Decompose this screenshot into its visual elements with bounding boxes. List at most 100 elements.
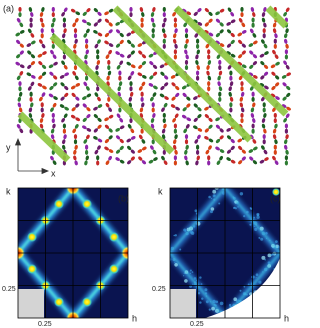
spin — [15, 30, 25, 37]
speck — [174, 261, 176, 263]
spin-lobe — [93, 136, 98, 140]
spin-lobe — [108, 49, 112, 55]
spin-lobe — [238, 145, 243, 151]
spin — [282, 92, 291, 101]
spin-lobe — [196, 65, 200, 70]
spin-lobe — [171, 96, 176, 101]
spin — [138, 61, 146, 69]
spin — [17, 102, 23, 113]
spin-lobe — [263, 43, 268, 49]
spin — [62, 134, 67, 145]
spin-lobe — [162, 38, 166, 44]
speck — [212, 189, 217, 194]
peak — [27, 264, 37, 274]
spin — [149, 71, 158, 80]
spin-lobe — [108, 107, 112, 112]
speck — [214, 194, 216, 196]
spin-lobe — [50, 134, 55, 140]
spin-lobe — [63, 7, 68, 12]
axes-arrows — [14, 137, 50, 175]
spin — [138, 156, 146, 165]
spin — [238, 39, 246, 48]
spin-lobe — [219, 43, 225, 47]
spin-lobe — [73, 134, 78, 139]
spin — [93, 104, 103, 111]
spin-lobe — [195, 54, 199, 60]
spin-lobe — [285, 113, 290, 118]
spin-lobe — [197, 107, 202, 112]
speck — [237, 206, 239, 208]
spin — [115, 51, 125, 58]
spin-lobe — [86, 22, 92, 26]
spin — [37, 83, 47, 90]
spin — [83, 134, 90, 144]
spin — [196, 38, 200, 49]
spin-lobe — [41, 43, 46, 49]
spin-lobe — [197, 134, 201, 140]
spin-lobe — [284, 155, 288, 161]
spin-lobe — [262, 107, 266, 113]
spin-lobe — [197, 22, 203, 26]
spin-lobe — [273, 113, 277, 118]
spin — [259, 51, 269, 58]
speck — [256, 212, 260, 217]
spin — [94, 39, 101, 49]
spin-lobe — [242, 30, 247, 34]
spin — [217, 81, 223, 92]
spin-lobe — [73, 139, 78, 145]
spin-lobe — [93, 128, 98, 133]
speck — [229, 319, 231, 321]
spin-lobe — [215, 138, 221, 144]
spin — [184, 134, 189, 145]
speck — [228, 303, 232, 307]
spin-lobe — [284, 139, 288, 145]
spin-lobe — [171, 82, 176, 87]
spin-lobe — [252, 102, 256, 108]
spin — [184, 155, 189, 166]
spin-lobe — [96, 60, 101, 65]
spin-lobe — [28, 107, 33, 113]
spin-lobe — [250, 113, 255, 118]
speck — [253, 216, 256, 219]
spin — [126, 136, 136, 143]
spin-lobe — [162, 118, 166, 123]
spin-lobe — [185, 124, 190, 129]
spin — [207, 155, 211, 166]
spin-lobe — [104, 32, 110, 38]
spin-lobe — [162, 7, 166, 12]
spin-lobe — [226, 128, 231, 132]
spin-lobe — [62, 22, 67, 28]
spin-lobe — [184, 149, 188, 155]
spin — [93, 30, 103, 37]
spin — [215, 29, 224, 38]
spin-lobe — [263, 71, 269, 76]
spin-lobe — [151, 33, 155, 39]
spin — [240, 81, 244, 92]
diamond — [18, 188, 128, 318]
spin-lobe — [185, 160, 189, 166]
spin-lobe — [196, 75, 200, 81]
panel-label: (c) — [270, 193, 281, 203]
spin — [127, 145, 135, 154]
spin-lobe — [62, 144, 66, 150]
spin-lobe — [148, 83, 154, 87]
spin-lobe — [83, 139, 88, 144]
speck — [254, 227, 258, 231]
spin — [71, 103, 80, 112]
spin-lobe — [64, 72, 69, 77]
spin-lobe — [184, 60, 189, 65]
spin — [283, 7, 290, 17]
spin-lobe — [215, 11, 220, 16]
speck — [212, 299, 216, 304]
spin-lobe — [130, 149, 135, 154]
spin — [105, 102, 112, 112]
spin-lobe — [75, 96, 80, 101]
spin — [16, 18, 24, 28]
spin — [149, 61, 158, 69]
spin — [84, 155, 89, 166]
spin — [115, 125, 125, 132]
spin-lobe — [63, 113, 68, 118]
spin — [170, 104, 180, 111]
spin — [259, 157, 269, 164]
arrow-head — [41, 167, 50, 175]
